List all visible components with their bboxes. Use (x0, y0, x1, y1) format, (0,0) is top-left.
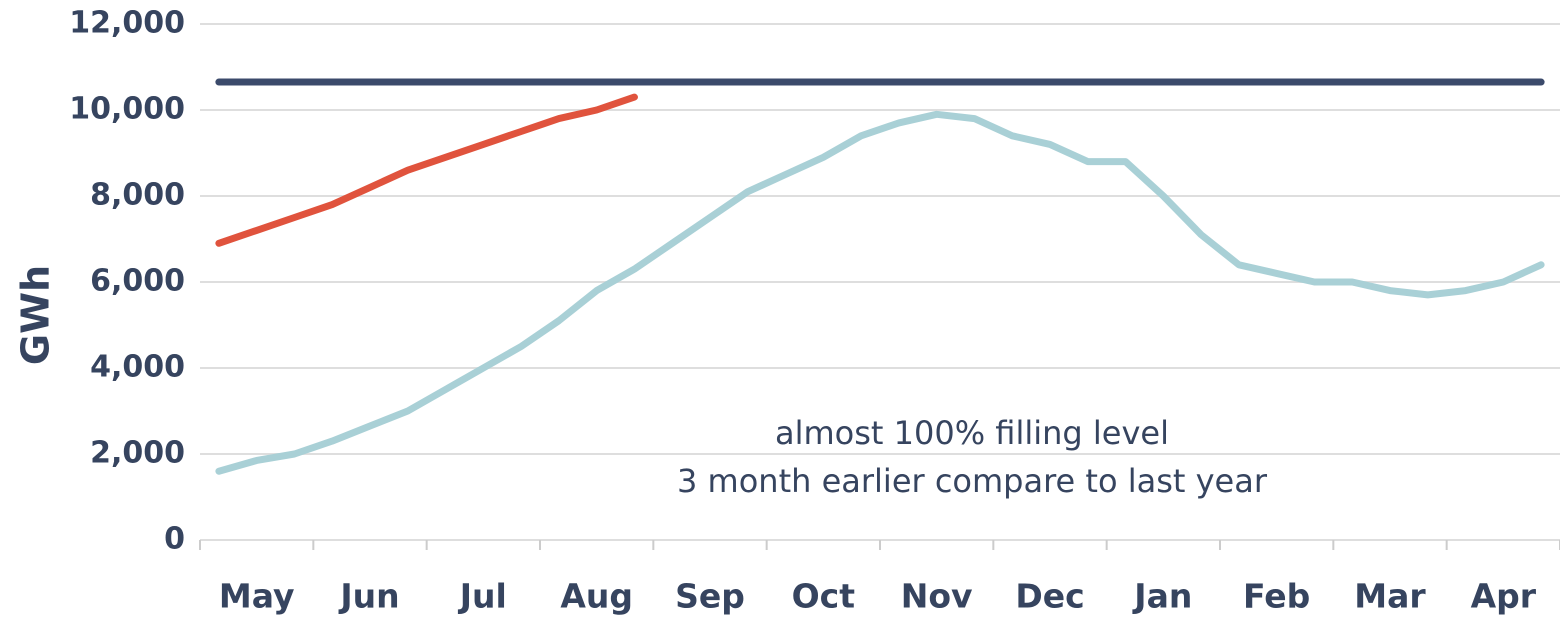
x-tick-label: Feb (1243, 577, 1310, 616)
x-tick-label: Apr (1471, 577, 1537, 616)
x-tick-label: Mar (1354, 577, 1426, 616)
y-tick-label: 12,000 (69, 6, 185, 41)
y-tick-label: 4,000 (90, 350, 185, 385)
y-tick-label: 6,000 (90, 264, 185, 299)
y-tick-label: 8,000 (90, 178, 185, 213)
x-tick-label: Dec (1015, 577, 1084, 616)
x-tick-label: Jun (338, 577, 399, 616)
series-line (215, 93, 638, 247)
x-tick-label: Oct (792, 577, 856, 616)
y-tick-label: 10,000 (69, 92, 185, 127)
y-tick-label: 2,000 (90, 436, 185, 471)
x-tick-label: Sep (675, 577, 745, 616)
x-tick-label: Aug (560, 577, 633, 616)
annotation: almost 100% filling level (775, 414, 1169, 452)
x-tick-label: Jan (1132, 577, 1192, 616)
x-tick-label: Jul (458, 577, 507, 616)
grid (200, 23, 1560, 541)
series-line (215, 110, 1545, 475)
annotation: 3 month earlier compare to last year (677, 462, 1268, 500)
x-tick-label: May (219, 577, 295, 616)
y-tick-label: 0 (164, 522, 185, 557)
x-tick-label: Nov (901, 577, 973, 616)
y-axis-label: GWh (14, 265, 58, 365)
